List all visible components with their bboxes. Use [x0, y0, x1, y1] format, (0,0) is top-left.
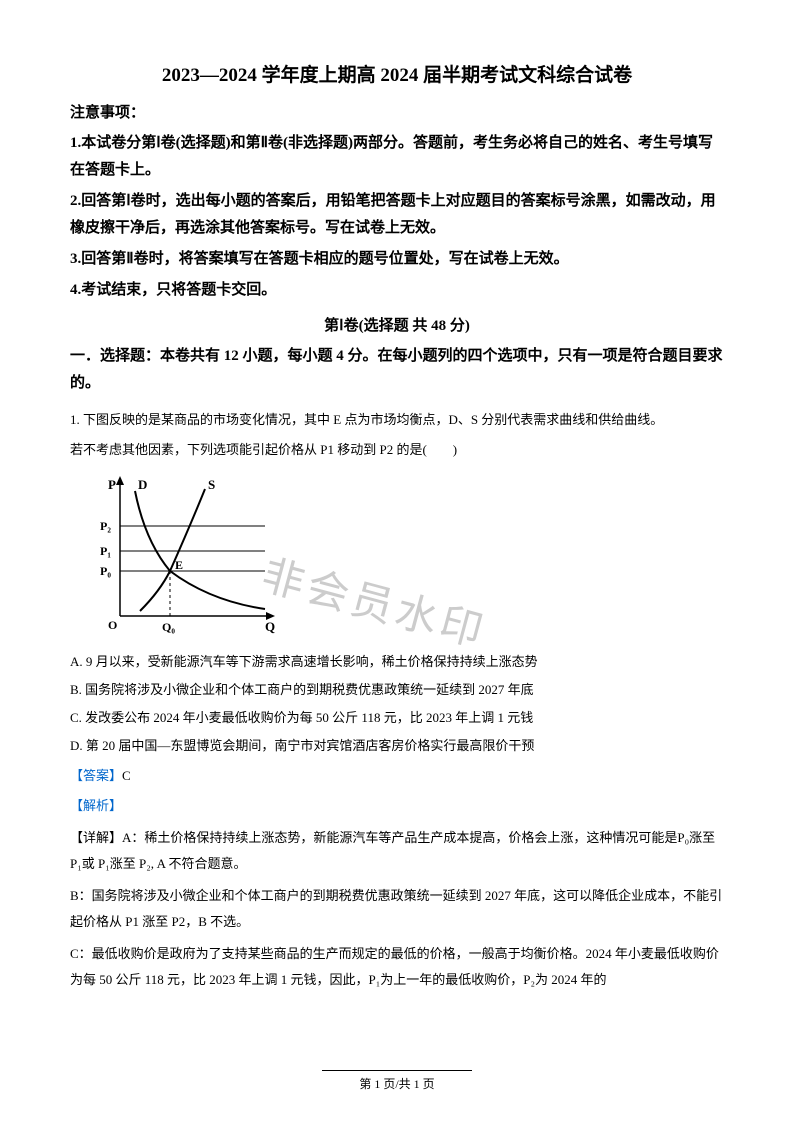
svg-text:P₁: P₁: [100, 544, 111, 558]
page-footer: 第 1 页/共 1 页: [0, 1070, 794, 1092]
svg-text:S: S: [208, 477, 215, 492]
svg-text:D: D: [138, 477, 147, 492]
answer-value: C: [122, 768, 131, 783]
svg-text:Q: Q: [265, 619, 275, 634]
notice-header: 注意事项：: [70, 101, 724, 122]
notice-item-2: 2.回答第Ⅰ卷时，选出每小题的答案后，用铅笔把答题卡上对应题目的答案标号涂黑，如…: [70, 188, 724, 242]
section-1-desc: 一．选择题：本卷共有 12 小题，每小题 4 分。在每小题列的四个选项中，只有一…: [70, 343, 724, 397]
question-1-stem-1: 1. 下图反映的是某商品的市场变化情况，其中 E 点为市场均衡点，D、S 分别代…: [70, 407, 724, 433]
svg-text:P₀: P₀: [100, 564, 111, 578]
footer-text: 第 1 页/共 1 页: [359, 1077, 434, 1091]
option-a: A. 9 月以来，受新能源汽车等下游需求高速增长影响，稀土价格保持持续上涨态势: [70, 649, 724, 675]
svg-text:O: O: [108, 618, 117, 632]
option-c: C. 发改委公布 2024 年小麦最低收购价为每 50 公斤 118 元，比 2…: [70, 705, 724, 731]
svg-text:P₂: P₂: [100, 519, 111, 533]
notice-item-1: 1.本试卷分第Ⅰ卷(选择题)和第Ⅱ卷(非选择题)两部分。答题前，考生务必将自己的…: [70, 130, 724, 184]
analysis-text-3: C：最低收购价是政府为了支持某些商品的生产而规定的最低的价格，一般高于均衡价格。…: [70, 941, 724, 993]
analysis-text-1: 【详解】A：稀土价格保持持续上涨态势，新能源汽车等产品生产成本提高，价格会上涨，…: [70, 825, 724, 877]
question-1-stem-2: 若不考虑其他因素，下列选项能引起价格从 P1 移动到 P2 的是( ): [70, 437, 724, 463]
notice-item-4: 4.考试结束，只将答题卡交回。: [70, 277, 724, 304]
chart-svg: E P D S P₂ P₁ P₀ O Q₀ Q: [90, 471, 280, 636]
supply-demand-chart: E P D S P₂ P₁ P₀ O Q₀ Q: [90, 471, 724, 641]
section-1-header: 第Ⅰ卷(选择题 共 48 分): [70, 314, 724, 335]
svg-text:P: P: [108, 477, 116, 492]
notice-item-3: 3.回答第Ⅱ卷时，将答案填写在答题卡相应的题号位置处，写在试卷上无效。: [70, 246, 724, 273]
answer-section: 【答案】C: [70, 763, 724, 789]
analysis-label: 【解析】: [70, 793, 724, 819]
footer-line: [322, 1070, 472, 1071]
exam-title: 2023—2024 学年度上期高 2024 届半期考试文科综合试卷: [70, 60, 724, 87]
option-d: D. 第 20 届中国—东盟博览会期间，南宁市对宾馆酒店客房价格实行最高限价干预: [70, 733, 724, 759]
analysis-text-2: B：国务院将涉及小微企业和个体工商户的到期税费优惠政策统一延续到 2027 年底…: [70, 883, 724, 935]
answer-label: 【答案】: [70, 768, 122, 783]
svg-text:E: E: [175, 558, 183, 572]
option-b: B. 国务院将涉及小微企业和个体工商户的到期税费优惠政策统一延续到 2027 年…: [70, 677, 724, 703]
svg-text:Q₀: Q₀: [162, 620, 175, 634]
